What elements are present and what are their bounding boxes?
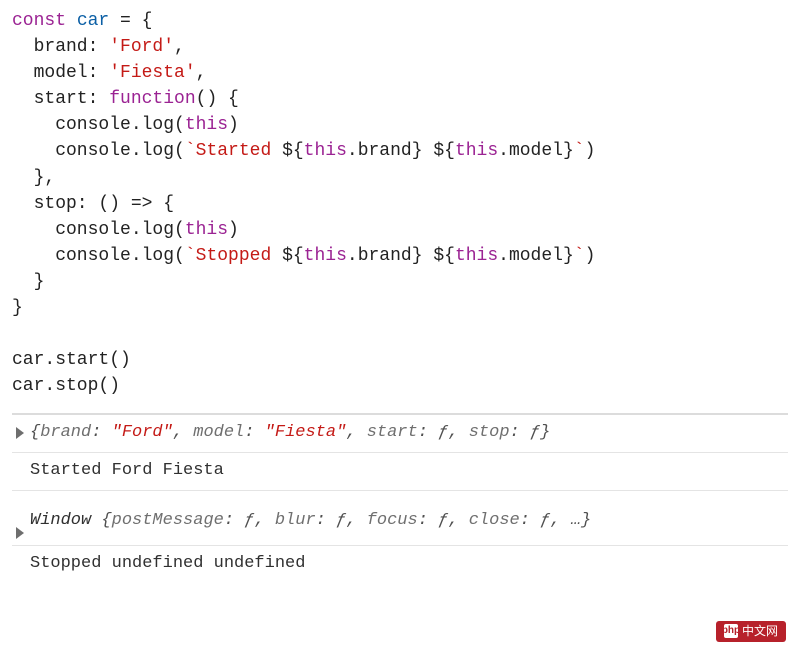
console-row-object[interactable]: {brand: "Ford", model: "Fiesta", start: … <box>12 413 788 452</box>
console-row-log: Started Ford Fiesta <box>12 452 788 490</box>
identifier-car: car <box>77 11 109 31</box>
log-stopped: Stopped undefined undefined <box>30 552 784 577</box>
expand-icon[interactable] <box>16 527 24 539</box>
keyword-function: function <box>109 89 195 109</box>
expand-icon[interactable] <box>16 427 24 439</box>
string-ford: 'Ford' <box>109 37 174 57</box>
string-fiesta: 'Fiesta' <box>109 63 195 83</box>
watermark-badge: php 中文网 <box>716 621 786 642</box>
watermark-text: 中文网 <box>742 623 778 640</box>
console-output: {brand: "Ford", model: "Fiesta", start: … <box>12 413 788 582</box>
object-preview: {brand: "Ford", model: "Fiesta", start: … <box>30 421 784 446</box>
console-row-log: Stopped undefined undefined <box>12 545 788 583</box>
console-row-window[interactable]: Window {postMessage: ƒ, blur: ƒ, focus: … <box>12 490 788 545</box>
php-logo-icon: php <box>724 624 738 638</box>
call-stop: car.stop() <box>12 376 120 396</box>
log-started: Started Ford Fiesta <box>30 459 784 484</box>
keyword-this: this <box>185 115 228 135</box>
code-block: const car = { brand: 'Ford', model: 'Fie… <box>12 8 788 399</box>
call-start: car.start() <box>12 350 131 370</box>
keyword-const: const <box>12 11 66 31</box>
window-preview: Window {postMessage: ƒ, blur: ƒ, focus: … <box>30 509 784 534</box>
